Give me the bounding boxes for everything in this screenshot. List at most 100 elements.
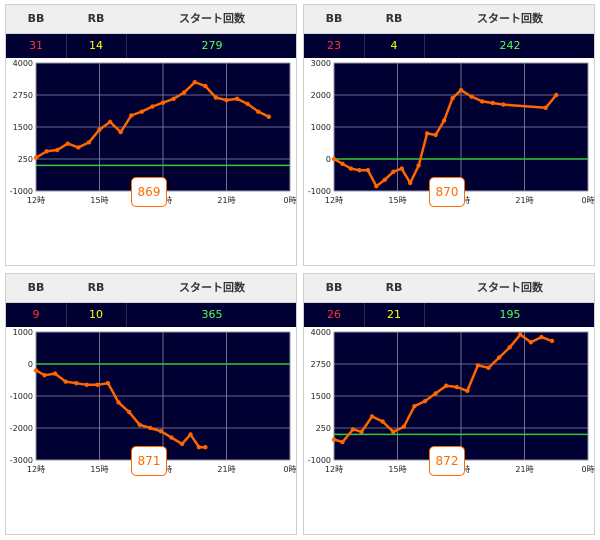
header-bb: BB <box>27 12 45 25</box>
header-rb: RB <box>87 281 105 294</box>
data-point <box>42 373 47 378</box>
data-point <box>340 439 345 445</box>
y-tick-label: 0 <box>326 155 331 164</box>
panel-872: BB RB スタート回数 26 21 195 12時15時18時21時0時400… <box>303 273 595 535</box>
data-point <box>348 166 354 171</box>
data-point <box>543 105 548 110</box>
panel-871: BB RB スタート回数 9 10 365 12時15時18時21時0時1000… <box>5 273 297 535</box>
data-point <box>84 382 90 387</box>
x-tick-label: 0時 <box>581 196 594 205</box>
panel-values: 31 14 279 <box>6 34 296 58</box>
start-count-value: 279 <box>201 39 223 52</box>
data-point <box>501 102 506 107</box>
x-tick-label: 21時 <box>217 196 235 205</box>
header-start-count: スタート回数 <box>477 281 543 294</box>
data-point <box>256 109 261 114</box>
data-point <box>137 422 142 427</box>
header-rb: RB <box>385 281 403 294</box>
x-tick-label: 0時 <box>283 196 296 205</box>
y-tick-label: 250 <box>18 155 33 164</box>
data-point <box>465 388 470 394</box>
y-tick-label: -1000 <box>10 187 33 196</box>
data-point <box>196 445 202 450</box>
panel-values: 9 10 365 <box>6 303 296 327</box>
machine-number-button[interactable]: 871 <box>131 446 167 476</box>
data-point <box>424 131 430 136</box>
header-rb: RB <box>385 12 403 25</box>
x-tick-label: 15時 <box>388 465 406 474</box>
rb-value: 14 <box>89 39 103 52</box>
data-point <box>44 149 49 154</box>
rb-value: 21 <box>387 308 401 321</box>
header-start-count: スタート回数 <box>179 281 245 294</box>
x-tick-label: 12時 <box>325 196 343 205</box>
data-point <box>139 109 145 114</box>
data-point <box>97 127 102 132</box>
data-point <box>433 391 438 396</box>
header-bb: BB <box>325 281 343 294</box>
data-point <box>171 96 176 102</box>
machine-number-button[interactable]: 869 <box>131 177 167 207</box>
y-tick-label: -1000 <box>10 392 33 401</box>
data-point <box>443 383 449 388</box>
data-point <box>105 381 111 386</box>
machine-number-button[interactable]: 872 <box>429 446 465 476</box>
data-point <box>441 118 447 123</box>
y-tick-label: 3000 <box>311 59 331 68</box>
line-chart: 12時15時18時21時0時10000-1000-2000-3000 <box>10 328 297 474</box>
data-point <box>224 97 229 103</box>
data-point <box>408 180 413 186</box>
y-tick-label: -1000 <box>308 187 331 196</box>
y-tick-label: 2000 <box>311 91 331 100</box>
data-point <box>486 365 491 371</box>
data-point <box>129 113 134 118</box>
data-point <box>539 334 544 340</box>
line-chart: 12時15時18時21時0時400027501500250-1000 <box>10 59 297 205</box>
panel-870: BB RB スタート回数 23 4 242 12時15時18時21時0時3000… <box>303 4 595 266</box>
data-point <box>160 100 166 105</box>
series-line <box>333 333 553 444</box>
data-point <box>107 119 113 125</box>
y-tick-label: 1000 <box>13 328 33 337</box>
y-tick-label: -3000 <box>10 456 33 465</box>
data-point <box>76 145 81 150</box>
y-tick-label: 1500 <box>311 392 331 401</box>
data-point <box>422 398 428 404</box>
series-line <box>333 88 558 188</box>
data-point <box>245 101 250 107</box>
data-point <box>213 95 219 100</box>
x-tick-label: 15時 <box>90 196 108 205</box>
panel-header: BB RB スタート回数 <box>6 274 296 303</box>
data-point <box>266 114 272 119</box>
data-point <box>475 363 481 368</box>
data-point <box>433 132 438 138</box>
data-point <box>391 169 396 174</box>
data-point <box>181 90 187 95</box>
bb-value: 31 <box>29 39 43 52</box>
data-point <box>399 166 404 171</box>
data-point <box>118 129 123 135</box>
x-tick-label: 15時 <box>90 465 108 474</box>
y-tick-label: -1000 <box>308 456 331 465</box>
panel-header: BB RB スタート回数 <box>6 5 296 34</box>
data-point <box>33 155 39 160</box>
x-tick-label: 21時 <box>515 465 533 474</box>
data-point <box>458 88 464 93</box>
data-point <box>496 355 502 360</box>
start-count-value: 365 <box>201 308 223 321</box>
data-point <box>416 163 421 168</box>
bb-value: 23 <box>327 39 341 52</box>
data-point <box>331 156 337 162</box>
machine-number-button[interactable]: 870 <box>429 177 465 207</box>
data-point <box>518 332 523 337</box>
header-start-count: スタート回数 <box>477 12 543 25</box>
y-tick-label: 1000 <box>311 123 331 132</box>
y-tick-label: -2000 <box>10 424 33 433</box>
panel-values: 23 4 242 <box>304 34 594 58</box>
x-tick-label: 12時 <box>27 196 45 205</box>
data-point <box>382 177 387 182</box>
data-point <box>203 445 208 450</box>
data-point <box>507 345 512 350</box>
data-point <box>369 414 375 419</box>
header-bb: BB <box>325 12 343 25</box>
